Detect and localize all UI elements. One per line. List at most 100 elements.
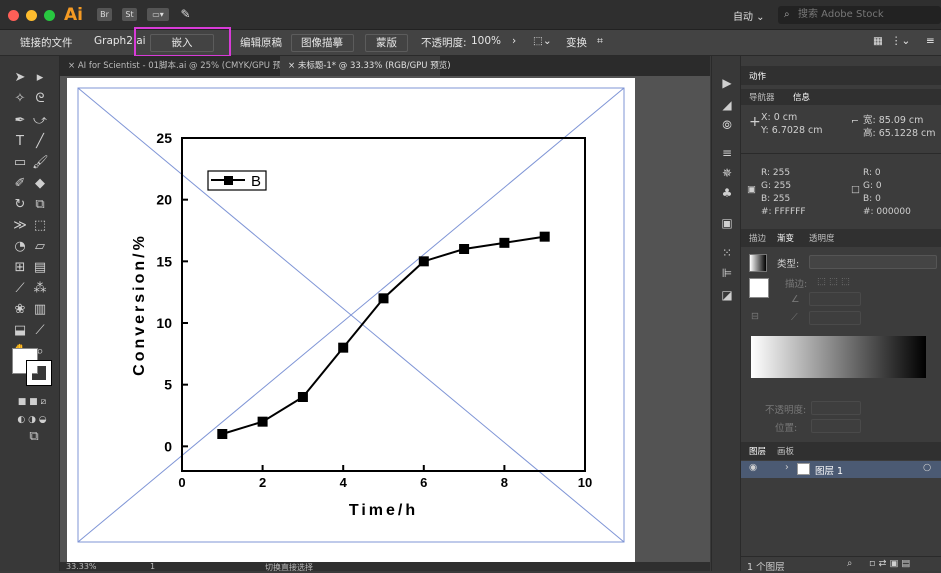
layer-search-icon[interactable]: ⌕ xyxy=(847,558,853,569)
rectangle-tool-icon[interactable]: ▭ xyxy=(13,155,27,170)
chevron-right-icon[interactable]: › xyxy=(785,462,789,473)
stroke-swatch[interactable] xyxy=(26,360,52,386)
tab-actions[interactable]: 动作 xyxy=(749,72,767,82)
pathfinder-icon[interactable]: ◪ xyxy=(721,288,733,302)
linked-file-link[interactable]: 链接的文件 xyxy=(20,37,73,49)
minimize-window-button[interactable] xyxy=(26,10,37,21)
chevron-right-icon[interactable]: › xyxy=(512,35,517,47)
angle-field[interactable] xyxy=(809,292,861,306)
transform-button[interactable]: 变换 xyxy=(566,37,587,49)
opacity-value[interactable]: 100% xyxy=(471,35,502,47)
align-icon[interactable]: ≡ xyxy=(926,35,935,47)
shape-builder-tool-icon[interactable]: ◔ xyxy=(14,239,26,254)
close-window-button[interactable] xyxy=(8,10,19,21)
tab-artboards[interactable]: 画板 xyxy=(777,447,795,457)
y-tick-label: 5 xyxy=(164,377,172,393)
rotate-tool-icon[interactable]: ↻ xyxy=(14,197,26,212)
type-tool-icon[interactable]: T xyxy=(16,134,24,149)
gradient-fill-stroke-swatch[interactable] xyxy=(749,278,769,298)
gradient-position-field[interactable] xyxy=(811,419,861,433)
color-mode-icons[interactable]: ■ ■ ⧄ xyxy=(17,397,47,407)
libraries-icon[interactable]: ▣ xyxy=(721,216,733,230)
gradient-type-select[interactable] xyxy=(809,255,937,269)
zoom-level[interactable]: 33.33% xyxy=(66,562,97,571)
artboard-tool-icon[interactable]: ⬓ xyxy=(13,323,27,338)
arrange-icon[interactable]: ▦ xyxy=(873,35,883,47)
layout-icon[interactable]: ▭▾ xyxy=(147,8,169,21)
width-tool-icon[interactable]: ≫ xyxy=(13,218,27,233)
bridge-icon[interactable]: Br xyxy=(97,8,112,21)
file-name-link[interactable]: Graph2.ai xyxy=(94,35,146,47)
chart-graphic[interactable]: 0 2 4 6 8 10 0 5 10 15 20 25 Time/h Conversion/% B xyxy=(67,78,635,563)
gradient-tool-icon[interactable]: ▤ xyxy=(33,260,47,275)
stock-icon[interactable]: St xyxy=(122,8,137,21)
stroke-panel-icon[interactable]: ≡ xyxy=(721,146,733,160)
free-transform-tool-icon[interactable]: ⬚ xyxy=(33,218,47,233)
blend-tool-icon[interactable]: ⁂ xyxy=(33,281,47,296)
crop-icon[interactable]: ⌗ xyxy=(597,35,603,47)
curvature-tool-icon[interactable]: ⤻ xyxy=(33,113,47,128)
embed-button[interactable]: 嵌入 xyxy=(150,34,214,52)
stock-search-input[interactable]: ⌕ 搜索 Adobe Stock xyxy=(778,6,941,24)
symbols-icon[interactable]: ♣ xyxy=(721,186,733,200)
pen-tool-icon[interactable]: ✒ xyxy=(14,113,26,128)
image-trace-button[interactable]: 图像描摹 ⌄ xyxy=(291,34,354,65)
layer-footer-icons[interactable]: ▫ ⇄ ▣ ▤ xyxy=(869,558,911,569)
gradient-stroke-icons[interactable]: ⬚ ⬚ ⬚ xyxy=(817,276,850,287)
gradient-opacity-field[interactable] xyxy=(811,401,861,415)
layer-row[interactable]: ◉ › 图层 1 ○ xyxy=(741,461,941,478)
eraser-tool-icon[interactable]: ◆ xyxy=(35,176,45,191)
fill-swatch[interactable] xyxy=(12,348,38,374)
screen-mode-icon[interactable]: ⧉ xyxy=(29,429,39,444)
magic-wand-tool-icon[interactable]: ✧ xyxy=(14,91,26,106)
close-icon[interactable]: × xyxy=(68,61,76,71)
layer-name[interactable]: 图层 1 xyxy=(815,466,844,477)
actions-icon[interactable]: ▶ xyxy=(722,76,732,90)
paintbrush-tool-icon[interactable]: 🖌 xyxy=(32,155,49,170)
info-icon[interactable]: ⦾ xyxy=(722,118,732,132)
gradient-slider[interactable] xyxy=(751,336,926,378)
tab-navigator[interactable]: 导航器 xyxy=(749,93,775,103)
workspace-switcher[interactable]: 自动 ⌄ xyxy=(733,12,765,23)
tab-info[interactable]: 信息 xyxy=(793,93,811,103)
panel-menu-icon[interactable]: ⋮⌄ xyxy=(891,35,911,47)
zoom-tool-icon[interactable]: ⌕ xyxy=(36,344,44,359)
direct-selection-tool-icon[interactable]: ▸ xyxy=(36,70,44,85)
draw-mode-icons[interactable]: ◐ ◑ ◒ xyxy=(17,415,47,425)
tab-transparency[interactable]: 透明度 xyxy=(809,234,835,244)
mask-button[interactable]: 蒙版 xyxy=(365,34,408,52)
line-tool-icon[interactable]: ╱ xyxy=(36,134,44,149)
brushes-icon[interactable]: ✵ xyxy=(721,166,733,180)
panel-icon-strip: ▶ ◢ ⦾ ≡ ✵ ♣ ▣ ⁙ ⊫ ◪ xyxy=(711,56,740,571)
opacity-label[interactable]: 不透明度: xyxy=(421,37,467,49)
gradient-swatch[interactable] xyxy=(749,254,767,272)
lasso-tool-icon[interactable]: ᘓ xyxy=(35,91,45,106)
tab-stroke[interactable]: 描边 xyxy=(749,234,767,244)
edit-original-button[interactable]: 编辑原稿 xyxy=(240,37,282,49)
maximize-window-button[interactable] xyxy=(44,10,55,21)
perspective-grid-tool-icon[interactable]: ▱ xyxy=(35,239,45,254)
eyedropper-tool-icon[interactable]: ⟋ xyxy=(15,281,25,296)
eye-icon[interactable]: ◉ xyxy=(749,462,758,473)
artboard-page[interactable]: 1 xyxy=(150,562,156,571)
target-icon[interactable]: ○ xyxy=(923,462,932,473)
tab-gradient[interactable]: 渐变 xyxy=(777,234,795,244)
close-icon[interactable]: × xyxy=(288,61,296,71)
tab-ai-for-scientist[interactable]: × AI for Scientist - 01脚本.ai @ 25% (CMYK… xyxy=(60,56,293,76)
selection-tool-icon[interactable]: ➤ xyxy=(14,70,26,85)
mesh-tool-icon[interactable]: ⊞ xyxy=(14,260,26,275)
brush-icon[interactable]: ✎ xyxy=(180,7,191,21)
scale-tool-icon[interactable]: ⧉ xyxy=(35,197,45,212)
recolor-icon[interactable]: ⬚⌄ xyxy=(533,35,552,47)
slice-tool-icon[interactable]: ⟋ xyxy=(35,323,45,338)
aspect-field[interactable] xyxy=(809,311,861,325)
navigator-icon[interactable]: ◢ xyxy=(722,98,732,112)
transform-panel-icon[interactable]: ⁙ xyxy=(721,246,733,260)
shaper-tool-icon[interactable]: ✐ xyxy=(14,176,26,191)
artboard[interactable]: 0 2 4 6 8 10 0 5 10 15 20 25 Time/h Conversion/% B xyxy=(67,78,635,563)
tab-untitled-1[interactable]: × 未标题-1* @ 33.33% (RGB/GPU 预览) xyxy=(280,56,451,76)
align-panel-icon[interactable]: ⊫ xyxy=(721,266,733,280)
symbol-sprayer-tool-icon[interactable]: ❀ xyxy=(14,302,26,317)
column-graph-tool-icon[interactable]: ▥ xyxy=(33,302,47,317)
tab-layers[interactable]: 图层 xyxy=(749,447,767,457)
